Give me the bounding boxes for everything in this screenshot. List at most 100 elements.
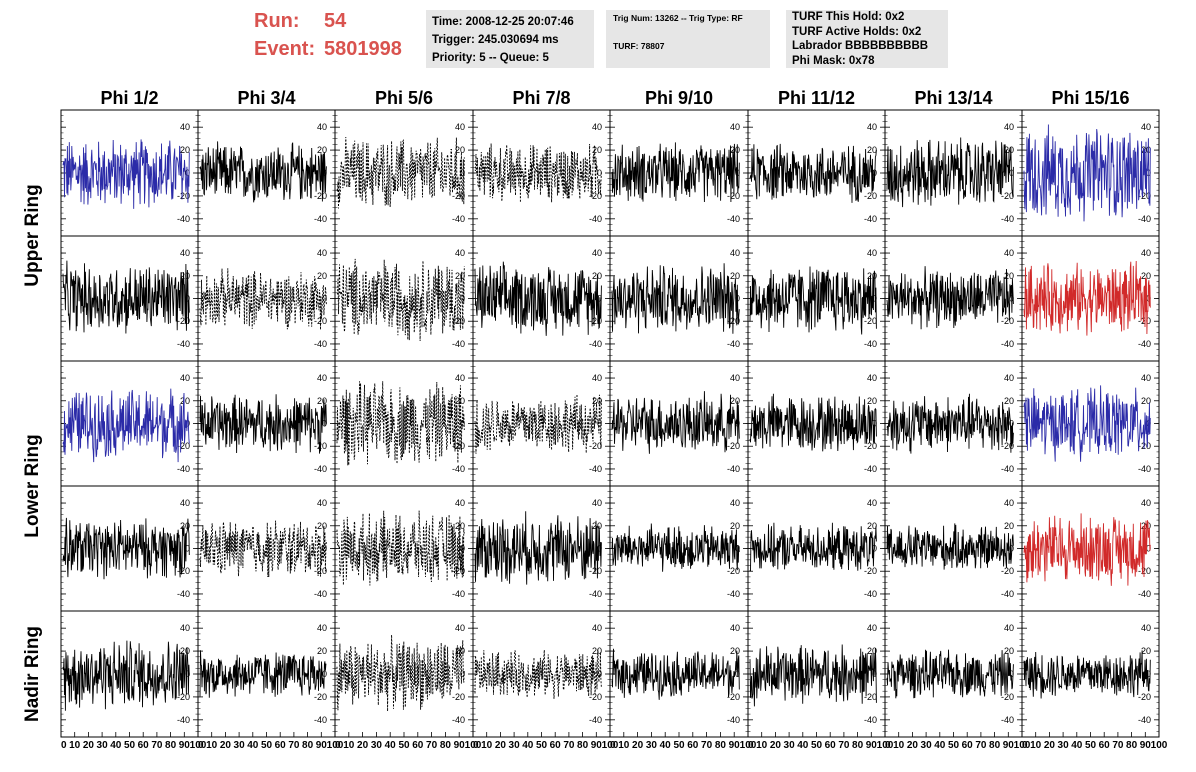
x-tick-label: 0 [610,740,616,751]
y-tick-label: -40 [177,214,190,224]
y-tick-label: -40 [589,589,602,599]
y-tick-label: -40 [864,464,877,474]
x-tick-label: 90 [1140,740,1152,751]
x-tick-label: 60 [412,740,424,751]
waveform-trace [336,634,465,712]
y-tick-label: -20 [452,692,465,702]
x-tick-label: 60 [825,740,837,751]
waveform-trace [474,143,602,203]
turf-info-box: TURF This Hold: 0x2 TURF Active Holds: 0… [786,10,948,68]
y-tick-label: -40 [589,464,602,474]
y-tick-label: -20 [589,692,602,702]
waveform-trace [611,391,740,454]
x-tick-label: 70 [975,740,987,751]
x-tick-label: 30 [371,740,383,751]
y-tick-label: 20 [1141,396,1151,406]
x-tick-label: 40 [110,740,122,751]
y-tick-label: -20 [864,441,877,451]
waveform-trace [62,388,190,463]
waveform-trace [886,266,1014,330]
x-tick-label: 60 [550,740,562,751]
y-tick-label: 20 [867,396,877,406]
turf-hold-line: TURF This Hold: 0x2 [792,11,905,23]
y-tick-label: -20 [452,316,465,326]
y-tick-label: -40 [314,715,327,725]
x-tick-label: 100 [1151,740,1168,751]
y-tick-label: -20 [177,566,190,576]
y-tick-label: 40 [1141,498,1151,508]
x-tick-label: 60 [275,740,287,751]
y-tick-label: -40 [727,589,740,599]
y-tick-label: -40 [314,464,327,474]
x-tick-label: 40 [247,740,259,751]
event-number: Event: 5801998 [254,38,402,61]
y-tick-label: 20 [867,521,877,531]
x-tick-label: 0 [1022,740,1028,751]
column-title: Phi 5/6 [375,88,433,108]
x-tick-label: 50 [811,740,823,751]
waveform-trace [336,258,465,342]
x-tick-label: 0 [748,740,754,751]
x-tick-label: 100 [190,740,207,751]
y-tick-label: 20 [1141,646,1151,656]
x-tick-label: 40 [797,740,809,751]
y-tick-label: 0 [185,294,190,304]
y-tick-label: 20 [455,145,465,155]
y-tick-label: -40 [177,715,190,725]
trigger-info-box: Trig Num: 13262 -- Trig Type: RF TURF: 7… [606,10,770,68]
y-tick-label: 20 [180,646,190,656]
waveform-trace [611,523,740,572]
turf-line: TURF: 78807 [613,41,665,51]
waveform-trace [62,640,190,711]
y-tick-label: -20 [1138,191,1151,201]
y-tick-label: 40 [867,623,877,633]
y-tick-label: -20 [864,566,877,576]
y-tick-label: 20 [1004,396,1014,406]
run-label: Run: [254,10,300,32]
y-tick-label: -20 [864,191,877,201]
x-tick-label: 0 [885,740,891,751]
y-tick-label: 0 [597,419,602,429]
y-tick-label: 40 [455,248,465,258]
x-tick-label: 20 [220,740,232,751]
x-tick-label: 90 [316,740,328,751]
y-tick-label: -40 [452,715,465,725]
waveform-trace [749,644,877,707]
y-tick-label: -40 [1138,589,1151,599]
x-tick-label: 10 [756,740,768,751]
x-tick-label: 50 [673,740,685,751]
waveform-trace [336,510,465,586]
x-tick-label: 50 [261,740,273,751]
waveform-trace [611,142,740,203]
x-tick-label: 70 [1112,740,1124,751]
x-tick-label: 70 [563,740,575,751]
x-tick-label: 70 [426,740,438,751]
y-tick-label: 0 [1146,669,1151,679]
y-tick-label: -20 [1001,692,1014,702]
y-tick-label: -40 [452,464,465,474]
x-tick-label: 20 [1044,740,1056,751]
y-tick-label: -20 [864,316,877,326]
x-tick-label: 10 [481,740,493,751]
x-tick-label: 0 [473,740,479,751]
x-tick-label: 20 [495,740,507,751]
column-title: Phi 15/16 [1051,88,1129,108]
x-tick-label: 0 [335,740,341,751]
y-tick-label: 40 [1141,122,1151,132]
labrador-line: Labrador BBBBBBBBBB [792,40,929,52]
x-tick-label: 20 [632,740,644,751]
waveform-trace [336,136,465,209]
y-tick-label: -40 [177,339,190,349]
y-tick-label: -20 [1001,316,1014,326]
trig-num-line: Trig Num: 13262 -- Trig Type: RF [613,13,743,23]
x-tick-label: 50 [124,740,136,751]
x-tick-label: 80 [989,740,1001,751]
y-tick-label: -20 [452,191,465,201]
y-tick-label: -40 [864,214,877,224]
waveform-trace [886,649,1014,699]
y-tick-label: -20 [177,441,190,451]
waveform-trace [749,266,877,335]
waveform-trace [199,141,327,203]
y-tick-label: 40 [317,373,327,383]
y-tick-label: 40 [1004,122,1014,132]
